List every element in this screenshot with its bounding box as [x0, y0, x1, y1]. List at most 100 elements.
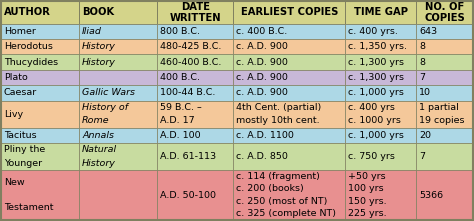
Text: 10: 10	[419, 88, 431, 97]
Text: c. A.D. 900: c. A.D. 900	[236, 42, 288, 51]
Text: c. A.D. 900: c. A.D. 900	[236, 73, 288, 82]
Text: Livy: Livy	[4, 110, 23, 119]
Bar	[1, 85, 79, 101]
Bar	[346, 1, 416, 24]
Bar	[346, 170, 416, 220]
Text: 20: 20	[419, 131, 431, 140]
Text: Testament: Testament	[4, 203, 54, 212]
Text: A.D. 50-100: A.D. 50-100	[160, 191, 216, 200]
Bar	[416, 70, 473, 85]
Bar	[1, 39, 79, 54]
Text: Tacitus: Tacitus	[4, 131, 36, 140]
Text: Annals: Annals	[82, 131, 114, 140]
Text: c. 1000 yrs: c. 1000 yrs	[348, 116, 401, 125]
Bar	[79, 70, 157, 85]
Text: c. 325 (complete NT): c. 325 (complete NT)	[236, 209, 336, 218]
Text: 7: 7	[419, 152, 425, 161]
Text: Younger: Younger	[4, 159, 42, 168]
Bar	[1, 101, 79, 128]
Text: c. 400 yrs: c. 400 yrs	[348, 103, 395, 112]
Bar	[416, 170, 473, 220]
Bar	[157, 54, 233, 70]
Text: DATE: DATE	[181, 2, 210, 12]
Text: mostly 10th cent.: mostly 10th cent.	[236, 116, 320, 125]
Text: Thucydides: Thucydides	[4, 58, 58, 67]
Text: WRITTEN: WRITTEN	[169, 13, 221, 23]
Text: c. A.D. 900: c. A.D. 900	[236, 88, 288, 97]
Text: History: History	[82, 58, 116, 67]
Bar	[1, 70, 79, 85]
Bar	[416, 101, 473, 128]
Text: c. 200 (books): c. 200 (books)	[236, 184, 304, 193]
Text: 800 B.C.: 800 B.C.	[160, 27, 200, 36]
Text: 8: 8	[419, 42, 425, 51]
Bar	[416, 85, 473, 101]
Text: c. A.D. 1100: c. A.D. 1100	[236, 131, 294, 140]
Text: A.D. 17: A.D. 17	[160, 116, 195, 125]
Bar	[233, 170, 346, 220]
Text: 1 partial: 1 partial	[419, 103, 459, 112]
Bar	[79, 24, 157, 39]
Text: c. 400 B.C.: c. 400 B.C.	[236, 27, 287, 36]
Bar	[1, 1, 79, 24]
Text: A.D. 61-113: A.D. 61-113	[160, 152, 216, 161]
Bar	[416, 128, 473, 143]
Bar	[233, 1, 346, 24]
Text: Gallic Wars: Gallic Wars	[82, 88, 135, 97]
Text: 100 yrs: 100 yrs	[348, 184, 384, 193]
Text: COPIES: COPIES	[424, 13, 465, 23]
Bar	[157, 101, 233, 128]
Text: c. 1,000 yrs: c. 1,000 yrs	[348, 131, 404, 140]
Text: Pliny the: Pliny the	[4, 145, 45, 154]
Text: Herodotus: Herodotus	[4, 42, 53, 51]
Bar	[416, 24, 473, 39]
Text: c. 1,000 yrs: c. 1,000 yrs	[348, 88, 404, 97]
Text: c. A.D. 850: c. A.D. 850	[236, 152, 288, 161]
Text: 5366: 5366	[419, 191, 443, 200]
Bar	[157, 39, 233, 54]
Bar	[233, 128, 346, 143]
Text: c. 1,300 yrs: c. 1,300 yrs	[348, 73, 404, 82]
Bar	[233, 70, 346, 85]
Text: History of: History of	[82, 103, 128, 112]
Bar	[157, 85, 233, 101]
Text: Plato: Plato	[4, 73, 28, 82]
Text: c. A.D. 900: c. A.D. 900	[236, 58, 288, 67]
Bar	[233, 85, 346, 101]
Bar	[346, 128, 416, 143]
Bar	[346, 24, 416, 39]
Bar	[346, 70, 416, 85]
Bar	[346, 54, 416, 70]
Text: NO. OF: NO. OF	[425, 2, 464, 12]
Bar	[1, 128, 79, 143]
Bar	[79, 101, 157, 128]
Text: c. 1,350 yrs.: c. 1,350 yrs.	[348, 42, 408, 51]
Bar	[1, 170, 79, 220]
Bar	[233, 39, 346, 54]
Bar	[416, 1, 473, 24]
Bar	[346, 143, 416, 170]
Text: 100-44 B.C.: 100-44 B.C.	[160, 88, 216, 97]
Text: 4th Cent. (partial): 4th Cent. (partial)	[236, 103, 321, 112]
Text: TIME GAP: TIME GAP	[354, 7, 408, 17]
Bar	[1, 143, 79, 170]
Text: EARLIEST COPIES: EARLIEST COPIES	[241, 7, 338, 17]
Bar	[1, 24, 79, 39]
Bar	[79, 85, 157, 101]
Text: c. 750 yrs: c. 750 yrs	[348, 152, 395, 161]
Text: c. 400 yrs.: c. 400 yrs.	[348, 27, 398, 36]
Text: 59 B.C. –: 59 B.C. –	[160, 103, 202, 112]
Bar	[157, 70, 233, 85]
Bar	[157, 1, 233, 24]
Text: Homer: Homer	[4, 27, 36, 36]
Text: 480-425 B.C.: 480-425 B.C.	[160, 42, 221, 51]
Text: 150 yrs.: 150 yrs.	[348, 197, 387, 206]
Text: Rome: Rome	[82, 116, 109, 125]
Bar	[416, 54, 473, 70]
Bar	[233, 24, 346, 39]
Bar	[79, 170, 157, 220]
Text: BOOK: BOOK	[82, 7, 114, 17]
Bar	[157, 170, 233, 220]
Text: History: History	[82, 42, 116, 51]
Bar	[233, 101, 346, 128]
